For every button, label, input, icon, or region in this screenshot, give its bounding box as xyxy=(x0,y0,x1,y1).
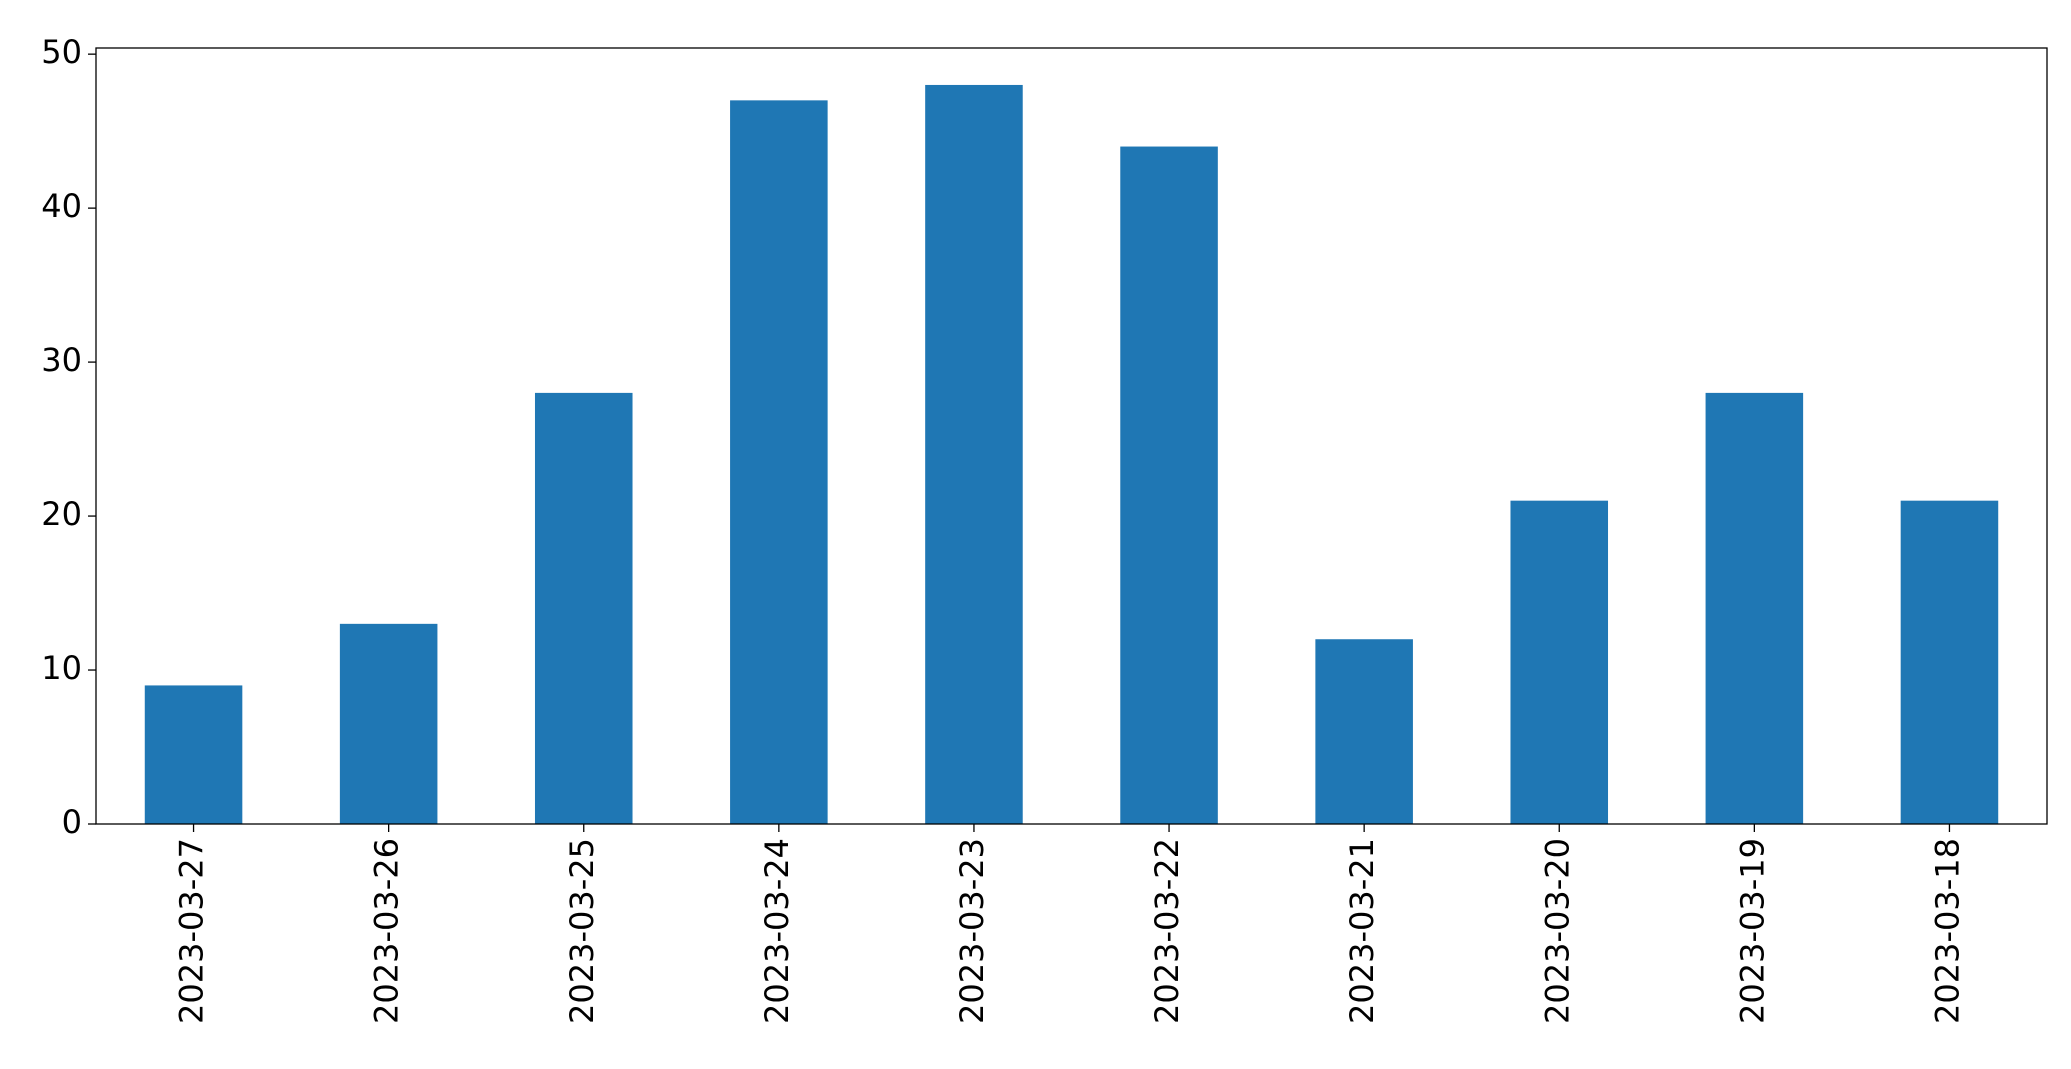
y-tick-label: 40 xyxy=(41,187,82,225)
bar xyxy=(144,685,243,824)
bar xyxy=(1705,392,1804,824)
y-tick-label: 10 xyxy=(41,649,82,687)
x-tick-label: 2023-03-24 xyxy=(758,838,796,1024)
x-tick-label: 2023-03-25 xyxy=(563,838,601,1024)
x-tick-label: 2023-03-18 xyxy=(1928,838,1966,1024)
x-tick-label: 2023-03-19 xyxy=(1733,838,1771,1024)
bar xyxy=(1510,500,1609,824)
x-tick-label: 2023-03-20 xyxy=(1538,838,1576,1024)
y-tick-label: 50 xyxy=(41,33,82,71)
plot-frame xyxy=(95,47,2048,825)
bar xyxy=(1120,146,1218,825)
x-tick-label: 2023-03-27 xyxy=(173,838,211,1024)
bar xyxy=(730,100,828,825)
bar xyxy=(1315,639,1413,824)
x-tick-label: 2023-03-22 xyxy=(1148,838,1186,1024)
x-tick-label: 2023-03-23 xyxy=(953,838,991,1024)
bar xyxy=(1900,500,1999,824)
x-tick-label: 2023-03-21 xyxy=(1343,838,1381,1024)
y-tick-label: 0 xyxy=(62,803,82,841)
bar xyxy=(925,84,1023,824)
y-tick-label: 20 xyxy=(41,495,82,533)
bar xyxy=(534,392,633,824)
bar xyxy=(339,623,438,824)
y-tick-label: 30 xyxy=(41,341,82,379)
x-tick-label: 2023-03-26 xyxy=(368,838,406,1024)
